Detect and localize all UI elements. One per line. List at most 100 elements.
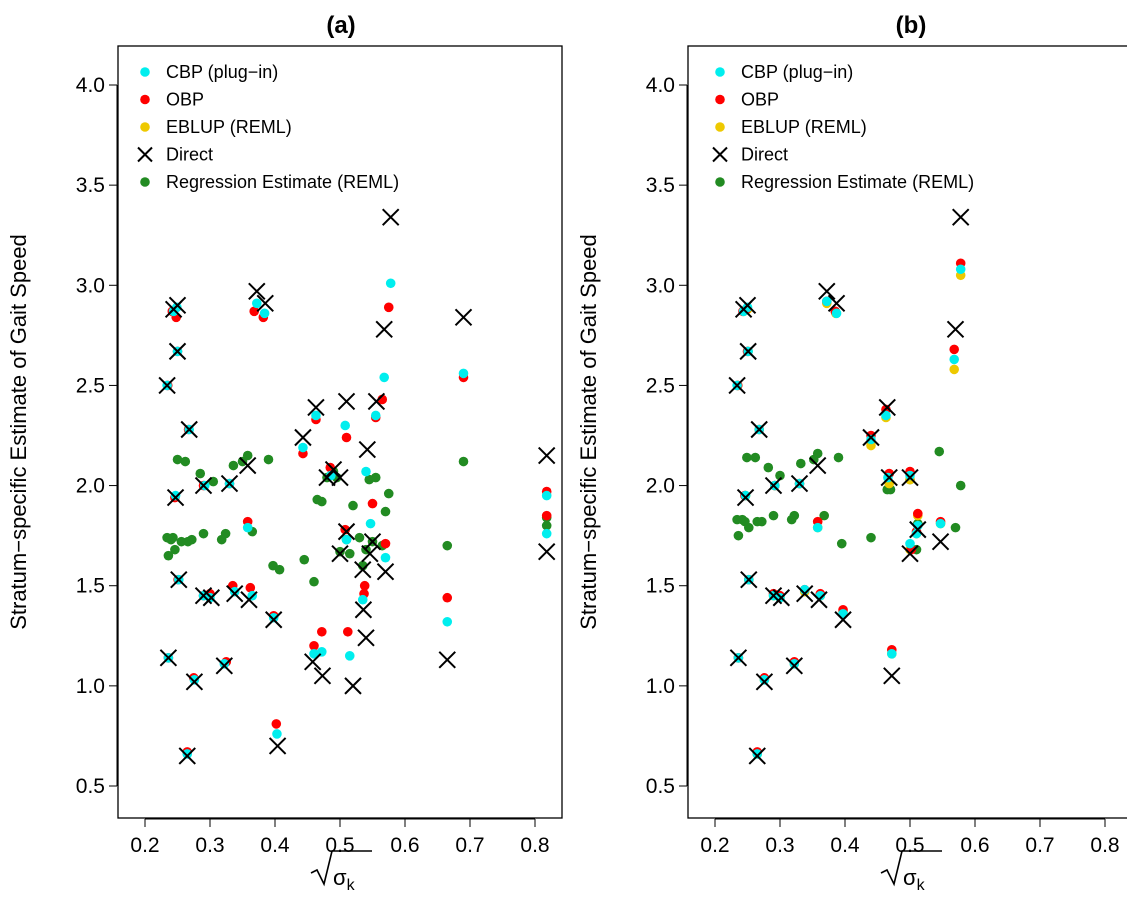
- data-point: [341, 432, 352, 443]
- plot-frame: [687, 45, 1127, 819]
- data-point-x: [363, 532, 382, 551]
- data-point: [180, 456, 191, 467]
- x-tick-label: 0.3: [765, 834, 794, 857]
- data-point-x: [883, 667, 901, 685]
- data-point: [905, 538, 915, 549]
- data-point-x: [946, 320, 965, 339]
- data-point: [380, 506, 391, 517]
- x-tick-label: 0.7: [455, 834, 484, 857]
- data-point-x: [755, 673, 774, 691]
- data-point-x: [337, 522, 356, 541]
- series-direct: [158, 208, 556, 765]
- data-point-x: [168, 342, 187, 361]
- legend-marker: [715, 67, 725, 77]
- data-point: [359, 580, 370, 591]
- data-point-x: [185, 673, 204, 691]
- data-point: [905, 470, 915, 481]
- data-point: [380, 552, 391, 563]
- data-point: [812, 448, 823, 459]
- data-point-x: [240, 591, 258, 609]
- data-point: [198, 528, 209, 539]
- data-point-x: [331, 544, 349, 563]
- legend-label: OBP: [741, 90, 779, 110]
- data-point: [541, 510, 552, 521]
- data-point-x: [738, 296, 757, 315]
- data-point: [370, 472, 381, 483]
- data-point: [385, 278, 396, 289]
- data-point: [309, 649, 319, 659]
- data-point: [949, 354, 959, 365]
- data-point: [309, 641, 319, 651]
- y-tick-label: 3.0: [646, 274, 675, 297]
- data-point: [298, 442, 308, 453]
- y-tick-label: 0.5: [76, 775, 105, 798]
- data-point: [541, 528, 552, 539]
- data-point-x: [180, 420, 198, 439]
- data-point-x: [256, 294, 274, 313]
- x-tick-label: 0.8: [520, 834, 549, 857]
- data-point: [822, 296, 832, 307]
- data-point: [341, 534, 352, 545]
- data-point: [354, 532, 365, 543]
- subscript-k: k: [347, 877, 356, 894]
- data-point-x: [170, 570, 188, 589]
- data-point-x: [827, 294, 846, 313]
- x-tick-label: 0.6: [390, 834, 419, 857]
- data-point: [220, 528, 231, 539]
- plot-frame: [117, 45, 563, 819]
- data-point-x: [294, 428, 312, 447]
- data-point: [357, 594, 368, 605]
- data-point-x: [808, 456, 827, 475]
- data-point-x: [785, 657, 804, 675]
- data-point: [757, 516, 767, 527]
- x-tick-label: 0.5: [325, 834, 354, 857]
- data-point: [251, 298, 262, 309]
- data-point: [228, 460, 239, 471]
- data-point-x: [248, 282, 266, 301]
- x-tick-label: 0.8: [1090, 834, 1119, 857]
- data-point: [759, 675, 770, 685]
- data-point-x: [739, 342, 757, 361]
- data-point: [442, 540, 453, 551]
- data-point-x: [158, 376, 176, 395]
- data-point-x: [901, 544, 919, 563]
- data-point: [796, 458, 806, 469]
- data-point-x: [951, 208, 970, 226]
- y-tick-label: 1.0: [646, 675, 675, 698]
- data-point-x: [901, 468, 919, 487]
- data-point-x: [166, 488, 185, 507]
- y-tick-label: 2.5: [646, 374, 675, 397]
- data-point: [348, 500, 358, 511]
- data-point-x: [324, 460, 343, 479]
- x-tick-label: 0.2: [130, 834, 159, 857]
- data-point: [365, 518, 376, 529]
- x-tick-label: 0.7: [1025, 834, 1054, 857]
- data-point: [344, 651, 355, 661]
- legend-label: OBP: [166, 90, 204, 110]
- data-point-x: [367, 392, 386, 411]
- data-point: [163, 550, 174, 561]
- data-point: [311, 410, 321, 421]
- data-point-x: [748, 747, 766, 765]
- data-point-x: [313, 667, 332, 685]
- data-point: [340, 420, 351, 431]
- data-point-x: [750, 420, 768, 439]
- data-point-x: [358, 440, 377, 459]
- data-point: [458, 456, 469, 467]
- series-direct: [728, 208, 970, 765]
- data-point-x: [354, 601, 373, 619]
- y-tick-label: 2.0: [646, 475, 675, 498]
- legend-marker: [140, 177, 150, 187]
- data-point-x: [202, 589, 221, 607]
- data-point: [442, 616, 453, 627]
- x-tick-label: 0.4: [260, 834, 290, 857]
- y-axis-label: Stratum−specific Estimate of Gait Speed: [576, 234, 601, 630]
- legend-label: Direct: [741, 145, 788, 165]
- data-point: [836, 538, 847, 549]
- legend-label: CBP (plug−in): [166, 62, 278, 82]
- y-tick-label: 0.5: [646, 775, 675, 798]
- series-regression-estimate-reml: [732, 446, 966, 555]
- data-point: [268, 612, 279, 623]
- y-tick-label: 1.5: [646, 575, 675, 598]
- data-point: [249, 306, 259, 317]
